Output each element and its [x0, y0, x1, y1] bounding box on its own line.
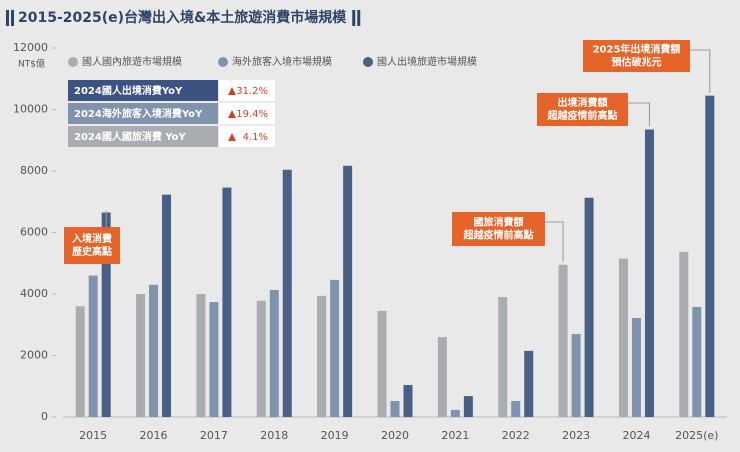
- annotation-text: 超越疫情前高點: [463, 229, 534, 242]
- x-tick-label: 2021: [441, 429, 469, 442]
- annotation-box: [583, 40, 690, 72]
- bar: [558, 264, 568, 417]
- bar: [282, 169, 292, 417]
- connector: [628, 102, 650, 127]
- table-value: 4.1%: [243, 132, 268, 143]
- bar: [256, 300, 266, 417]
- x-tick-label: 2018: [260, 429, 288, 442]
- table-value-cell: [219, 126, 275, 147]
- bar: [618, 258, 628, 417]
- y-tick-label: 0: [41, 410, 48, 423]
- chart-title: 2015-2025(e)台灣出入境&本土旅遊消費市場規模: [18, 9, 347, 26]
- legend-marker: [68, 57, 78, 67]
- legend-label: 國人出境旅遊市場規模: [377, 55, 477, 68]
- bar: [679, 251, 689, 417]
- bar: [162, 194, 172, 417]
- bar: [511, 401, 521, 417]
- table-value-cell: [219, 80, 275, 101]
- y-tick-label: 10000: [13, 103, 48, 116]
- x-tick-label: 2015: [79, 429, 107, 442]
- x-tick-label: 2016: [140, 429, 168, 442]
- y-unit: NT$億: [18, 58, 45, 70]
- bar: [463, 396, 473, 417]
- annotation-text: 入境消費: [72, 232, 112, 245]
- bar: [136, 294, 146, 417]
- x-tick-label: 2025(e): [675, 429, 718, 442]
- bar: [524, 350, 534, 417]
- y-tick-label: 2000: [20, 349, 48, 362]
- y-tick-label: 8000: [20, 164, 48, 177]
- table-value: 31.2%: [236, 86, 268, 97]
- title-deco: [11, 10, 14, 26]
- title-deco: [357, 10, 361, 26]
- bar: [196, 294, 206, 417]
- annotation-text: 2025年出境消費額: [593, 43, 681, 56]
- bar: [222, 187, 232, 417]
- bar: [631, 317, 641, 417]
- bar: [330, 279, 340, 417]
- table-label-cell: [68, 103, 218, 124]
- bar: [343, 165, 353, 417]
- y-tick-label: 12000: [13, 41, 48, 54]
- annotation-text: 出境消費額: [558, 96, 608, 109]
- bar: [390, 401, 400, 417]
- bar: [437, 337, 447, 417]
- table-value: 19.4%: [236, 109, 268, 120]
- annotation-text: 超越疫情前高點: [547, 109, 618, 122]
- table-label-cell: [68, 126, 218, 147]
- table-label-cell: [68, 80, 218, 101]
- bar: [584, 197, 594, 417]
- bar: [317, 295, 327, 417]
- bar: [377, 310, 387, 417]
- bar: [75, 306, 85, 417]
- legend-label: 海外旅客入境市場規模: [232, 55, 332, 68]
- x-tick-label: 2022: [502, 429, 530, 442]
- bar: [88, 275, 98, 417]
- legend-marker: [363, 57, 373, 67]
- bar: [403, 385, 413, 417]
- bar: [498, 297, 508, 417]
- bar: [269, 290, 279, 417]
- bar: [209, 301, 219, 417]
- bar: [450, 409, 460, 417]
- annotation-box: [452, 212, 545, 246]
- title-deco: [352, 10, 356, 26]
- bar: [101, 212, 111, 417]
- table-label: 2024海外旅客入境消費YoY: [74, 107, 203, 120]
- annotation-box: [537, 93, 628, 126]
- annotation-text: 國旅消費額: [474, 216, 524, 229]
- up-arrow: [228, 110, 236, 118]
- connector: [545, 221, 564, 262]
- x-tick-label: 2024: [622, 429, 650, 442]
- x-tick-label: 2017: [200, 429, 228, 442]
- bar: [705, 95, 715, 417]
- legend-label: 國人國內旅遊市場規模: [82, 55, 182, 68]
- table-label: 2024國人國旅消費 YoY: [74, 130, 187, 143]
- x-tick-label: 2020: [381, 429, 409, 442]
- legend-marker: [218, 57, 228, 67]
- x-tick-label: 2019: [321, 429, 349, 442]
- up-arrow: [228, 87, 236, 95]
- annotation-box: [64, 227, 120, 264]
- up-arrow: [228, 133, 236, 141]
- table-value-cell: [219, 103, 275, 124]
- annotation-text: 預估破兆元: [612, 56, 662, 69]
- connector: [690, 49, 711, 93]
- table-label: 2024國人出境消費YoY: [74, 84, 183, 97]
- annotation-text: 歷史高點: [72, 245, 112, 258]
- y-tick-label: 4000: [20, 287, 48, 300]
- title-deco: [6, 10, 9, 26]
- bar: [149, 284, 159, 417]
- bar: [692, 306, 702, 417]
- bar: [644, 129, 654, 418]
- x-tick-label: 2023: [562, 429, 590, 442]
- y-tick-label: 6000: [20, 226, 48, 239]
- bar: [571, 333, 581, 417]
